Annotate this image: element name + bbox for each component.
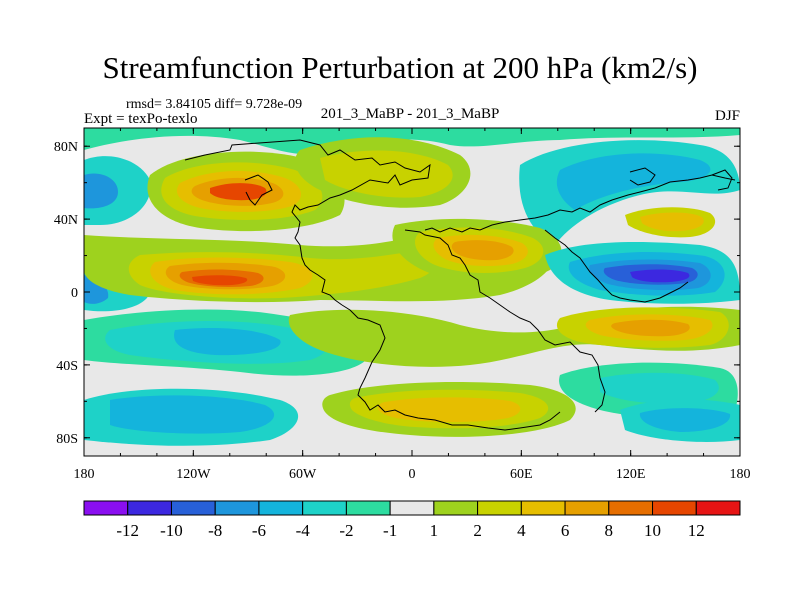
- coastlines: [184, 139, 736, 431]
- contour-tropics-west-low-core: [84, 275, 109, 304]
- colorbar-label: -4: [296, 521, 311, 540]
- colorbar-swatch: [214, 500, 260, 516]
- contour-tropical-high-band-core: [192, 275, 248, 286]
- colorbar-swatch: [477, 500, 522, 516]
- colorbar-label: 4: [517, 521, 526, 540]
- colorbar-swatch: [652, 500, 697, 516]
- colorbar-label: -12: [116, 521, 139, 540]
- colorbar-swatch: [695, 500, 741, 516]
- contour-west-pacific-low-core: [630, 269, 690, 283]
- axis-labels: 180 120W 60W 0 60E 120E 180 80N 40N 0 40S 80S: [54, 140, 751, 482]
- contour-south-atlantic-high-core: [378, 397, 521, 423]
- coastline-arctic-islands: [629, 167, 656, 186]
- x-tick-label: 180: [730, 467, 751, 482]
- colorbar-label: 6: [561, 521, 570, 540]
- colorbar-label: -1: [383, 521, 397, 540]
- x-tick-label: 120W: [176, 467, 211, 482]
- contour-se-pacific-low-core: [639, 408, 731, 432]
- y-tick-label: 40S: [56, 359, 78, 374]
- axis-ticks: [83, 128, 741, 456]
- season-label: DJF: [714, 108, 740, 124]
- coastline-eurasia-north: [424, 174, 736, 233]
- contour-atlantic-europe-high-l2: [320, 150, 453, 198]
- colorbar-swatch: [564, 500, 610, 516]
- x-tick-label: 0: [409, 467, 416, 482]
- colorbar-swatch: [258, 500, 304, 516]
- colorbar: -12 -10 -8 -6 -4 -2 -1 1 2 4 6 8 10 12: [83, 500, 741, 540]
- contour-south-indian-high-core: [611, 319, 690, 337]
- colorbar-label: 12: [688, 521, 705, 540]
- plot-title: Streamfunction Perturbation at 200 hPa (…: [102, 50, 698, 85]
- colorbar-swatch: [170, 500, 216, 516]
- experiment-label: Expt = texPo-texlo: [84, 111, 198, 127]
- coastline-asia-east: [544, 229, 689, 303]
- contour-arctic-band: [84, 128, 740, 155]
- coastline-south-america: [341, 304, 561, 431]
- colorbar-label: -10: [160, 521, 183, 540]
- contour-north-pacific-high-core: [640, 212, 704, 232]
- stats-label: rmsd= 3.84105 diff= 9.728e-09: [126, 97, 303, 112]
- y-tick-label: 80S: [56, 432, 78, 447]
- colorbar-swatch: [302, 500, 347, 516]
- contour-asia-high-core: [451, 240, 514, 261]
- colorbar-label: -6: [252, 521, 266, 540]
- colorbar-swatch: [433, 500, 479, 516]
- coastline-greenland-alaska: [244, 174, 273, 206]
- x-tick-label: 120E: [616, 467, 646, 482]
- contour-south-pacific-low-inner: [174, 328, 281, 356]
- colorbar-swatch: [389, 500, 435, 516]
- colorbar-label: -2: [339, 521, 353, 540]
- colorbar-swatch: [83, 500, 129, 516]
- y-tick-label: 0: [71, 286, 78, 301]
- y-tick-label: 40N: [54, 213, 78, 228]
- comparison-label: 201_3_MaBP - 201_3_MaBP: [320, 106, 500, 122]
- contour-north-america-high-core: [210, 183, 267, 201]
- colorbar-label: 8: [605, 521, 614, 540]
- contour-field: [84, 128, 740, 456]
- x-tick-label: 60E: [510, 467, 533, 482]
- coastline-europe-africa: [404, 229, 606, 413]
- x-tick-label: 180: [74, 467, 95, 482]
- colorbar-label: -8: [208, 521, 222, 540]
- coastline-japan: [711, 169, 733, 191]
- y-tick-label: 80N: [54, 140, 78, 155]
- colorbar-swatch: [345, 500, 391, 516]
- colorbar-swatch: [520, 500, 566, 516]
- colorbar-label: 2: [473, 521, 482, 540]
- x-tick-label: 60W: [289, 467, 317, 482]
- contour-southern-ocean-low-core: [110, 395, 275, 434]
- contour-indian-ocean-low-core: [600, 372, 719, 404]
- coastline-north-america: [184, 139, 431, 306]
- colorbar-swatch: [127, 500, 172, 516]
- colorbar-label: 10: [644, 521, 661, 540]
- colorbar-label: 1: [430, 521, 439, 540]
- contour-pacific-north-low-core: [84, 173, 118, 209]
- colorbar-swatch: [608, 500, 654, 516]
